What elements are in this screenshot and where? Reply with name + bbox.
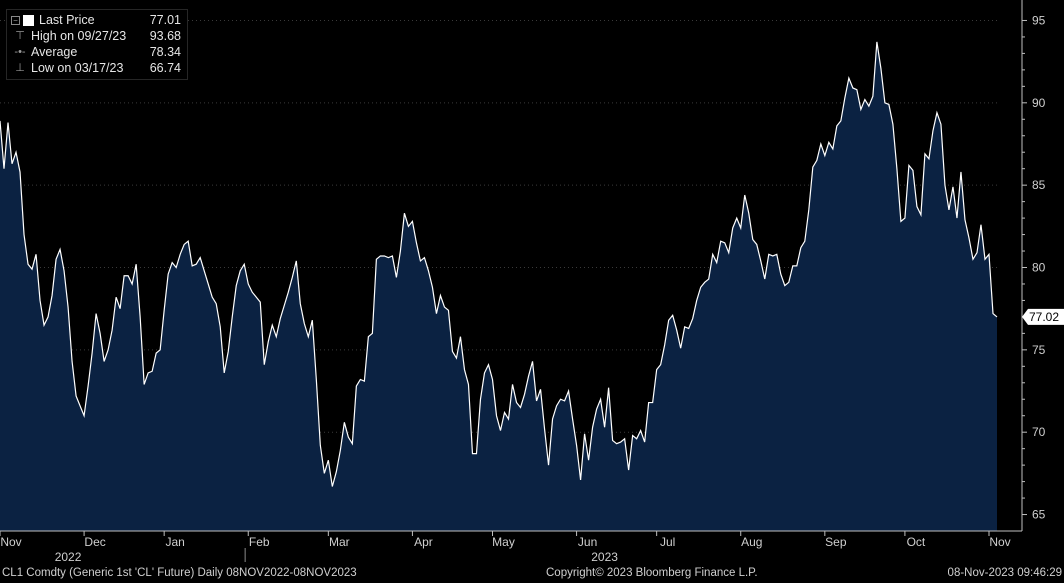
average-marker-icon: -•- [14,46,26,58]
last-value-tag-shape [1022,308,1064,325]
y-axis: 65 70 75 80 85 90 95 [1021,0,1046,531]
x-tick-label: May [492,535,515,549]
x-tick-label: Aug [741,535,762,549]
x-tick-label: Jun [578,535,597,549]
x-tick-label: Sep [825,535,847,549]
x-tick-label: Apr [414,535,433,549]
y-tick-label: 65 [1032,508,1046,522]
price-area-fill [0,41,997,531]
timestamp-text: 08-Nov-2023 09:46:29 [947,567,1062,579]
chart-footer: CL1 Comdty (Generic 1st 'CL' Future) Dai… [0,564,1064,583]
square-marker-icon [23,14,34,26]
y-tick-label: 85 [1032,178,1046,192]
x-tick-label: Jan [165,535,184,549]
x-axis: Nov Dec Jan Feb Mar Apr May Jun Jul Aug Sep Oct Nov 2… [0,530,1022,564]
last-value-tag-text: 77.02 [1029,310,1059,324]
legend-last-price-value: 77.01 [149,13,181,27]
y-tick-label: 75 [1032,343,1046,357]
y-tick-label: 90 [1032,96,1046,110]
x-tick-label: Dec [84,535,105,549]
y-tick-label: 70 [1032,425,1046,439]
x-tick-label: Feb [249,535,270,549]
last-value-tag: 77.02 [1022,308,1064,325]
high-marker-icon: ⊤ [15,30,25,42]
y-tick-label: 80 [1032,261,1046,275]
low-marker-icon: ⊥ [15,62,25,74]
legend-low-value: 66.74 [149,61,181,75]
legend-high-label: High on 09/27/23 [31,29,127,43]
legend-low-label: Low on 03/17/23 [31,61,124,75]
x-tick-label: Oct [907,535,926,549]
legend-low: ⊥ Low on 03/17/23 66.74 [11,60,181,76]
legend-last-price-label: Last Price [39,13,95,27]
legend-average-value: 78.34 [149,45,181,59]
legend-high-value: 93.68 [149,29,181,43]
x-tick-label: Nov [0,535,21,549]
legend-high: ⊤ High on 09/27/23 93.68 [11,28,181,44]
chart-legend: − Last Price 77.01 ⊤ High on 09/27/23 93… [6,9,188,80]
x-tick-label: Jul [660,535,675,549]
price-series-line [0,41,998,487]
y-tick-label: 95 [1032,13,1046,27]
copyright-text: Copyright© 2023 Bloomberg Finance L.P. [546,567,758,579]
x-tick-label: Nov [989,535,1010,549]
year-label: 2023 [591,550,618,564]
x-tick-label: Mar [329,535,350,549]
ticker-description: CL1 Comdty (Generic 1st 'CL' Future) Dai… [2,567,357,579]
legend-average: -•- Average 78.34 [11,44,181,60]
legend-last-price: − Last Price 77.01 [11,12,181,28]
collapse-icon[interactable]: − [11,15,20,25]
year-label: 2022 [55,550,82,564]
legend-average-label: Average [31,45,78,59]
